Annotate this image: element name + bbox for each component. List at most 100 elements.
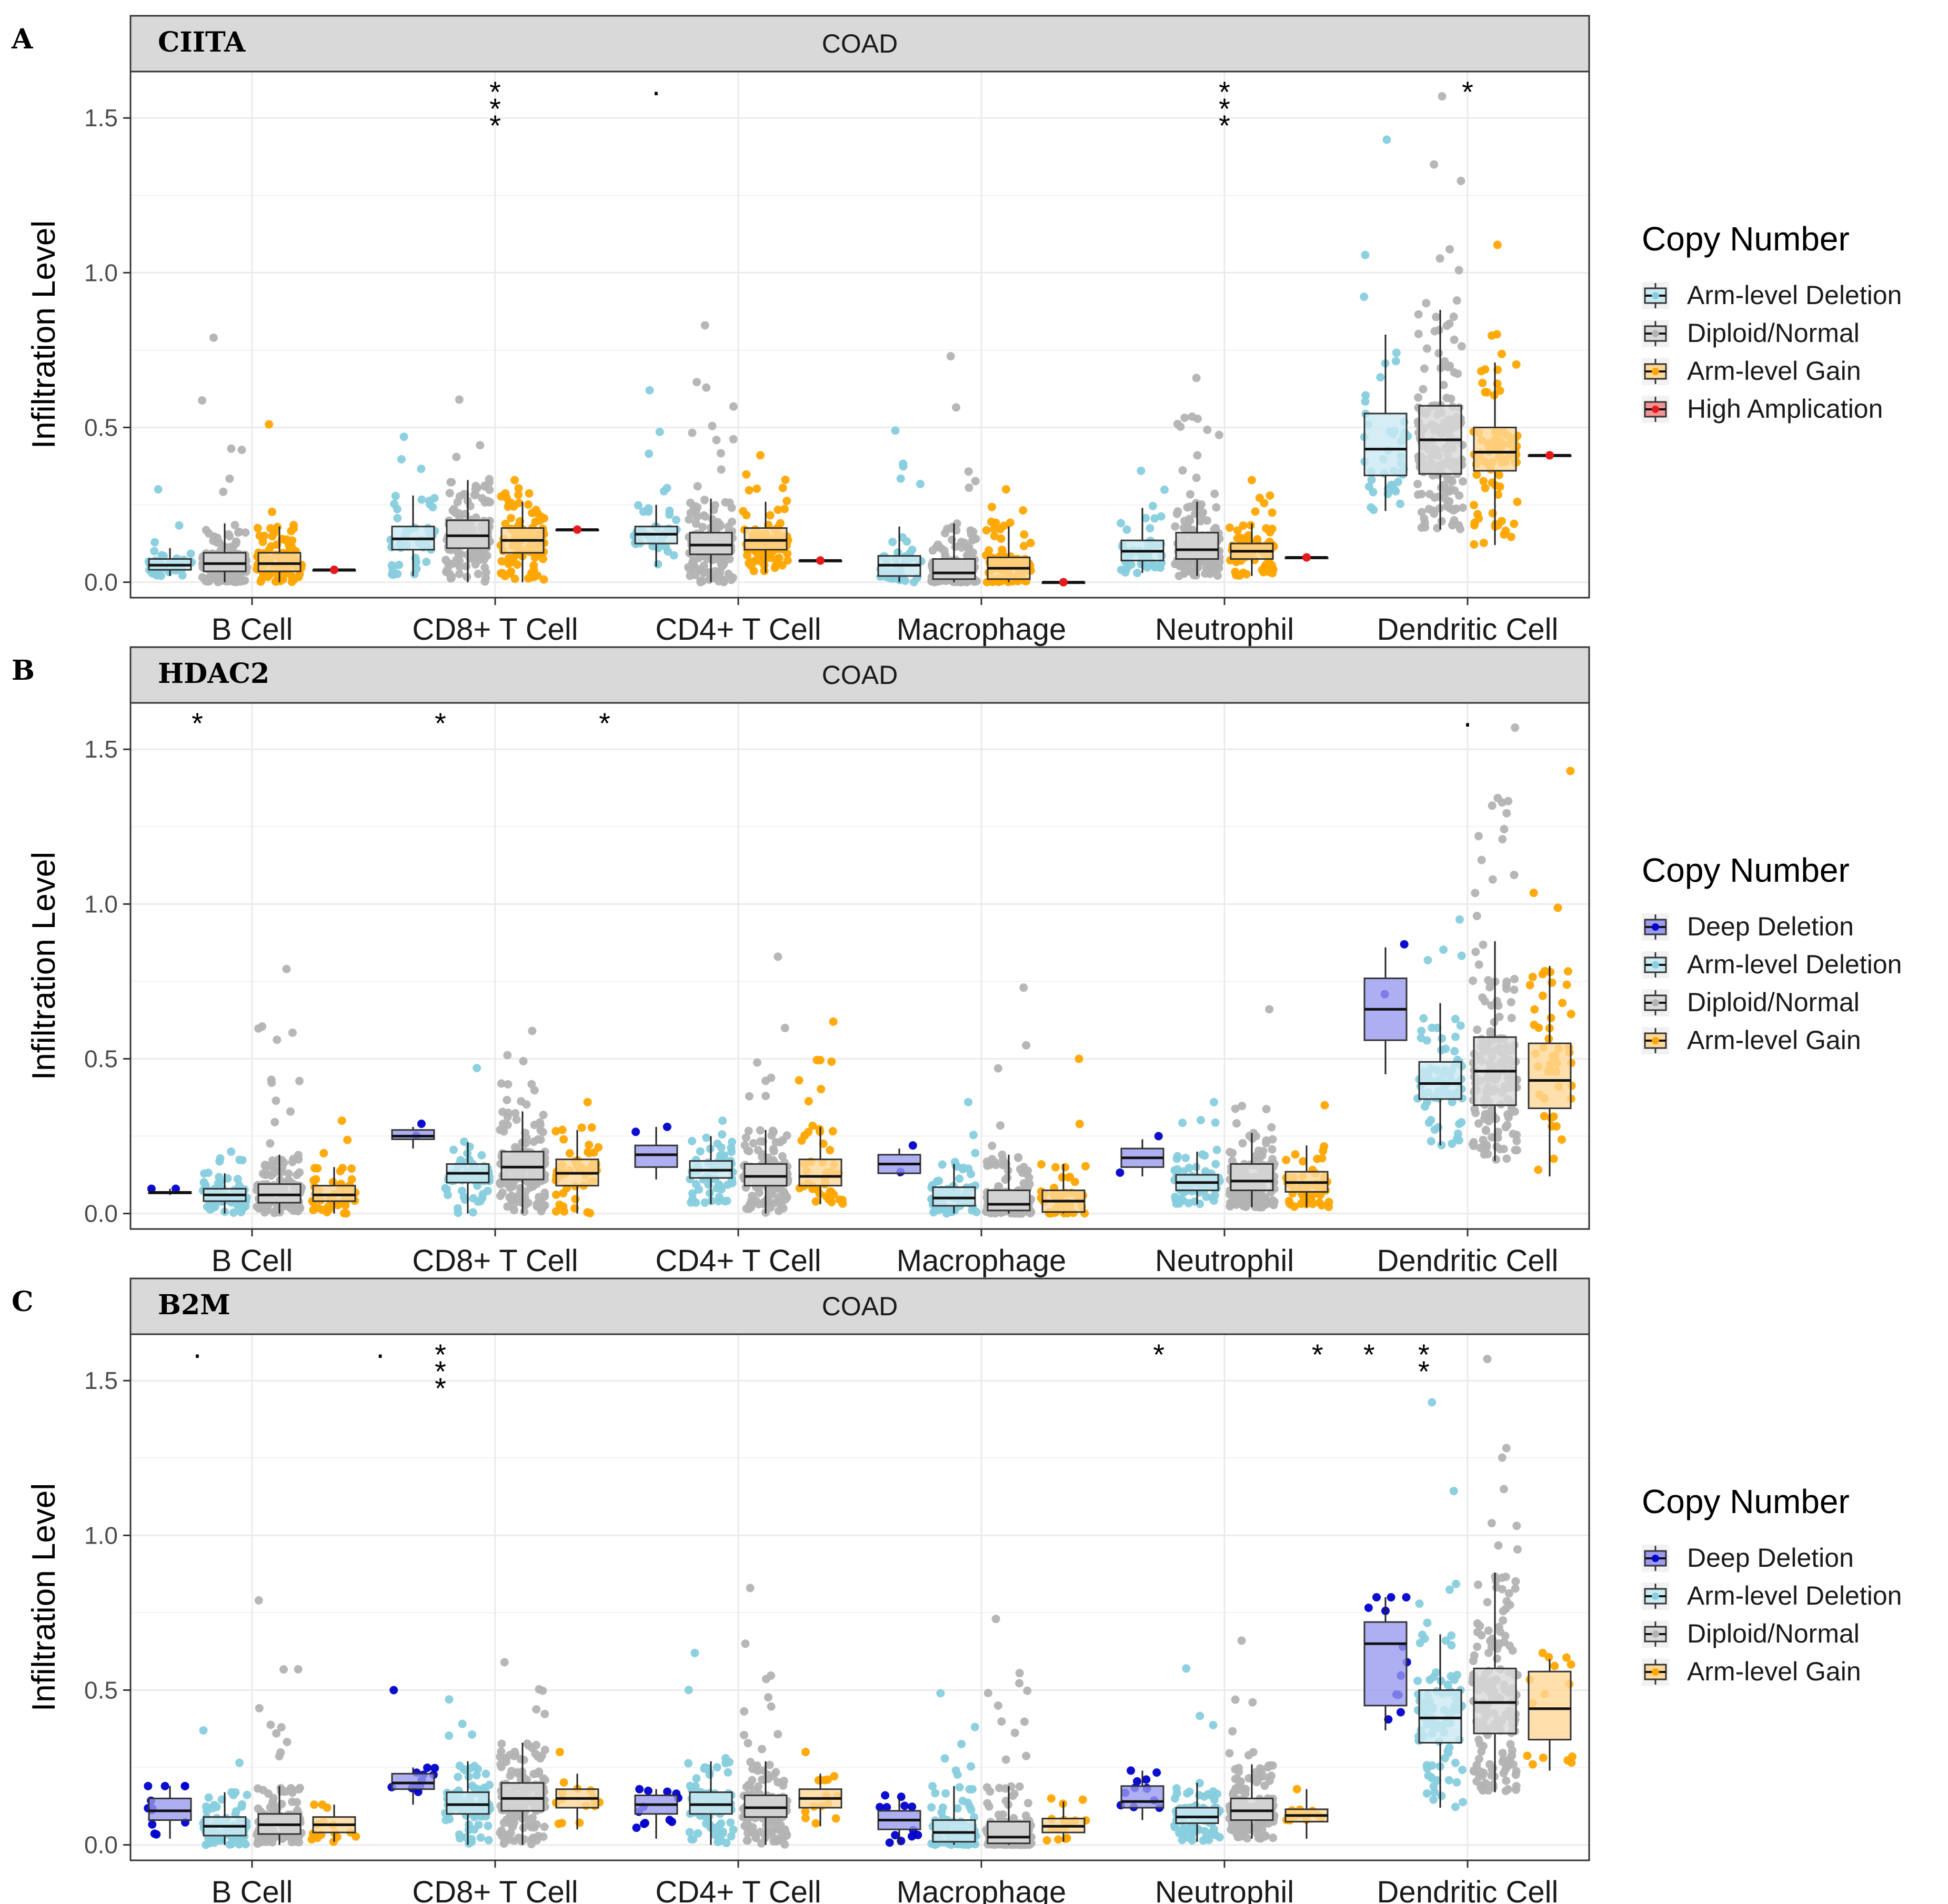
data-point (654, 560, 662, 569)
data-point (411, 558, 420, 567)
data-point (253, 1784, 262, 1793)
data-point (1318, 1154, 1327, 1163)
data-point (1006, 518, 1015, 527)
gene-label: HDAC2 (158, 658, 269, 690)
legend-item[interactable]: Diploid/Normal (1642, 318, 1860, 348)
data-point (1376, 373, 1385, 382)
legend-item[interactable]: Arm-level Gain (1642, 1025, 1861, 1055)
data-point (1547, 1013, 1555, 1022)
data-point (716, 1151, 725, 1160)
data-point (160, 1781, 169, 1790)
data-point (474, 569, 483, 578)
data-point (506, 1828, 515, 1837)
box-body (634, 1144, 678, 1168)
data-point (632, 1824, 641, 1832)
data-point (1026, 539, 1035, 548)
data-point (778, 561, 787, 570)
data-point (1428, 1023, 1437, 1032)
data-point (716, 449, 725, 458)
significance-mark: * (599, 707, 610, 740)
data-point (743, 1836, 752, 1845)
data-point (761, 1675, 770, 1684)
data-point (816, 1056, 825, 1065)
data-point (767, 1702, 776, 1711)
data-point (662, 1122, 671, 1131)
data-point (1450, 335, 1459, 344)
legend-item[interactable]: Arm-level Deletion (1642, 950, 1902, 979)
box-high_amplication-1 (555, 525, 599, 534)
data-point (985, 546, 993, 555)
panel-b: B HDAC2 COAD* * * ·0.00.51.01.5B Cell CD8+ T C… (12, 646, 1902, 1278)
data-point (208, 1203, 217, 1212)
data-point (216, 1154, 225, 1163)
data-point (1266, 491, 1274, 500)
data-point (1445, 245, 1454, 254)
data-point (270, 1117, 279, 1126)
data-point (1495, 1012, 1504, 1021)
data-point (204, 1793, 213, 1802)
data-point (1420, 364, 1429, 373)
data-point (468, 1730, 477, 1739)
legend-item[interactable]: Deep Deletion (1642, 912, 1854, 941)
data-point (1014, 1153, 1023, 1162)
data-point (1413, 490, 1422, 499)
data-point (571, 1195, 580, 1204)
data-point (998, 1150, 1007, 1159)
significance-mark: * (192, 707, 203, 740)
data-point (1192, 374, 1201, 382)
data-point (1437, 1045, 1446, 1054)
data-point (527, 1080, 536, 1089)
data-point (908, 1802, 917, 1811)
data-point (1361, 397, 1370, 406)
data-point (778, 1152, 787, 1161)
data-point (990, 531, 999, 540)
data-point (952, 403, 961, 412)
data-point (1154, 1132, 1163, 1141)
data-point (744, 1822, 752, 1831)
data-point (1233, 526, 1242, 535)
data-point (504, 502, 513, 511)
data-point (1265, 1005, 1274, 1014)
data-point (1457, 951, 1466, 960)
data-point (967, 1762, 976, 1771)
data-point (514, 484, 523, 493)
legend-item[interactable]: Diploid/Normal (1642, 988, 1860, 1017)
box-arm_level_gain-3 (987, 526, 1031, 582)
data-point (293, 1798, 302, 1807)
data-point (1439, 945, 1448, 954)
data-point (1566, 767, 1575, 775)
data-point (728, 573, 737, 582)
box-body (689, 531, 733, 556)
data-point (1474, 514, 1483, 523)
data-point (942, 525, 951, 533)
data-point (266, 1803, 275, 1812)
data-point (1419, 385, 1428, 394)
data-point (186, 549, 195, 558)
data-point (1470, 540, 1479, 549)
data-point (1438, 1034, 1447, 1043)
data-point (726, 1818, 735, 1827)
data-point (468, 553, 477, 562)
data-point (1390, 485, 1399, 493)
data-point (804, 1097, 813, 1106)
legend-item[interactable]: High Amplication (1642, 394, 1883, 424)
significance-glyph: * (1219, 109, 1230, 142)
data-point (1417, 508, 1426, 517)
data-point (232, 537, 240, 546)
significance-mark: *** (1219, 75, 1230, 142)
data-point (717, 1143, 726, 1152)
box-body (446, 1791, 490, 1815)
box-diploid_normal-3 (932, 523, 976, 582)
data-point (524, 1820, 533, 1829)
data-point (468, 1208, 477, 1217)
data-point (1422, 344, 1431, 353)
data-point (1367, 503, 1375, 512)
data-point (528, 508, 537, 517)
legend-item[interactable]: Arm-level Deletion (1642, 280, 1902, 310)
data-point (1474, 1119, 1483, 1128)
data-point (513, 560, 522, 569)
data-point (702, 383, 711, 392)
data-point (180, 1781, 189, 1790)
legend-item[interactable]: Arm-level Gain (1642, 356, 1861, 386)
